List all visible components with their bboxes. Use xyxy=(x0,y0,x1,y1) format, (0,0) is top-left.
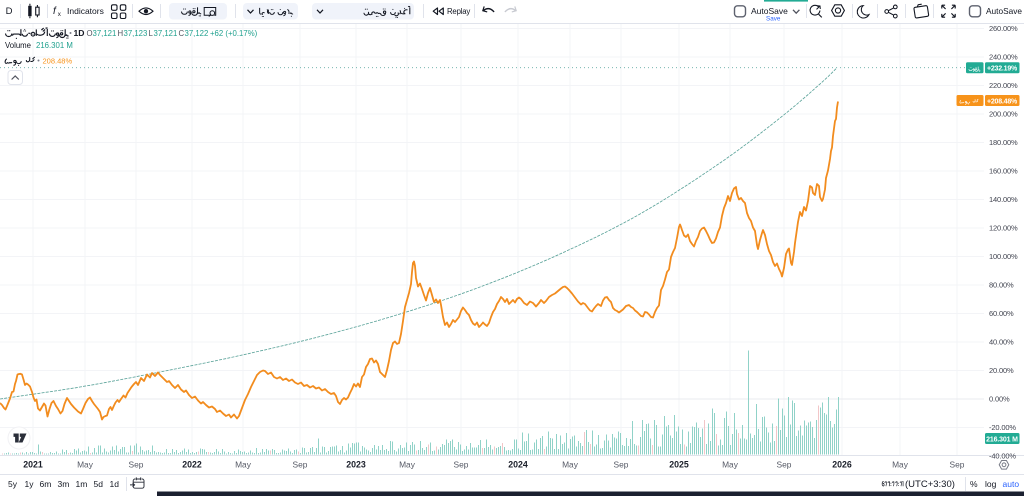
svg-text:6m: 6m xyxy=(40,479,52,489)
svg-text:200.00%: 200.00% xyxy=(989,110,1018,119)
svg-text:1y: 1y xyxy=(25,479,35,489)
svg-text:2024: 2024 xyxy=(508,460,528,470)
svg-text:Sep: Sep xyxy=(614,460,629,470)
svg-text:%: % xyxy=(970,479,978,489)
svg-text:2025: 2025 xyxy=(669,460,689,470)
svg-text:80.00%: 80.00% xyxy=(989,281,1014,290)
svg-text:2021: 2021 xyxy=(23,460,43,470)
svg-text:log: log xyxy=(985,479,997,489)
svg-text:Sep: Sep xyxy=(950,460,965,470)
svg-text:216.301 M: 216.301 M xyxy=(986,436,1018,443)
svg-text:2022: 2022 xyxy=(182,460,202,470)
svg-text:37,123: 37,123 xyxy=(124,29,148,38)
svg-text:100.00%: 100.00% xyxy=(989,252,1018,261)
svg-text:240.00%: 240.00% xyxy=(989,53,1018,62)
svg-text:2023: 2023 xyxy=(346,460,366,470)
svg-text:AutoSave: AutoSave xyxy=(751,6,788,16)
svg-text:0.00%: 0.00% xyxy=(989,395,1010,404)
svg-text:37,122: 37,122 xyxy=(185,29,209,38)
svg-text:O: O xyxy=(87,29,93,38)
svg-text:1d: 1d xyxy=(110,479,120,489)
svg-text:f: f xyxy=(53,6,57,17)
svg-text:May: May xyxy=(399,460,416,470)
svg-text:40.00%: 40.00% xyxy=(989,338,1014,347)
svg-text:1D: 1D xyxy=(74,28,85,38)
svg-text:5y: 5y xyxy=(8,479,18,489)
svg-text:-20.00%: -20.00% xyxy=(989,423,1016,432)
svg-text:60.00%: 60.00% xyxy=(989,309,1014,318)
svg-text:auto: auto xyxy=(1003,479,1020,489)
svg-text:(UTC+3:30): (UTC+3:30) xyxy=(905,479,955,490)
svg-text:20.00%: 20.00% xyxy=(989,366,1014,375)
svg-text:37,121: 37,121 xyxy=(93,29,117,38)
svg-text:220.00%: 220.00% xyxy=(989,81,1018,90)
svg-text:Replay: Replay xyxy=(447,7,470,16)
svg-text:1m: 1m xyxy=(76,479,88,489)
svg-text:Sep: Sep xyxy=(129,460,144,470)
svg-text:Sep: Sep xyxy=(293,460,308,470)
svg-text:Save: Save xyxy=(766,16,781,23)
svg-text:216.301 M: 216.301 M xyxy=(36,41,73,50)
svg-text:+208.48%: +208.48% xyxy=(987,98,1018,105)
svg-text:May: May xyxy=(562,460,579,470)
svg-text:Sep: Sep xyxy=(454,460,469,470)
svg-text:May: May xyxy=(722,460,739,470)
svg-text:120.00%: 120.00% xyxy=(989,224,1018,233)
svg-text:AutoSave: AutoSave xyxy=(986,6,1022,16)
svg-text:140.00%: 140.00% xyxy=(989,195,1018,204)
svg-text:May: May xyxy=(892,460,909,470)
svg-text:+232.19%: +232.19% xyxy=(987,66,1018,73)
svg-text:Sep: Sep xyxy=(777,460,792,470)
svg-text:37,121: 37,121 xyxy=(154,29,178,38)
svg-text:160.00%: 160.00% xyxy=(989,167,1018,176)
svg-text:208.48%: 208.48% xyxy=(43,57,73,66)
svg-text:May: May xyxy=(77,460,94,470)
svg-text:C: C xyxy=(179,29,185,38)
svg-text:H: H xyxy=(118,29,124,38)
svg-text:x: x xyxy=(58,11,62,18)
svg-text:D: D xyxy=(6,6,13,17)
svg-text:Volume: Volume xyxy=(5,41,31,50)
svg-text:180.00%: 180.00% xyxy=(989,138,1018,147)
svg-text:Indicators: Indicators xyxy=(67,6,104,16)
svg-text:L: L xyxy=(149,29,154,38)
svg-text:May: May xyxy=(235,460,252,470)
svg-text:3m: 3m xyxy=(58,479,70,489)
svg-text:-40.00%: -40.00% xyxy=(989,452,1016,461)
svg-text:260.00%: 260.00% xyxy=(989,24,1018,33)
svg-text:5d: 5d xyxy=(94,479,104,489)
svg-text:2026: 2026 xyxy=(832,460,852,470)
svg-text:+62 (+0.17%): +62 (+0.17%) xyxy=(210,29,258,38)
